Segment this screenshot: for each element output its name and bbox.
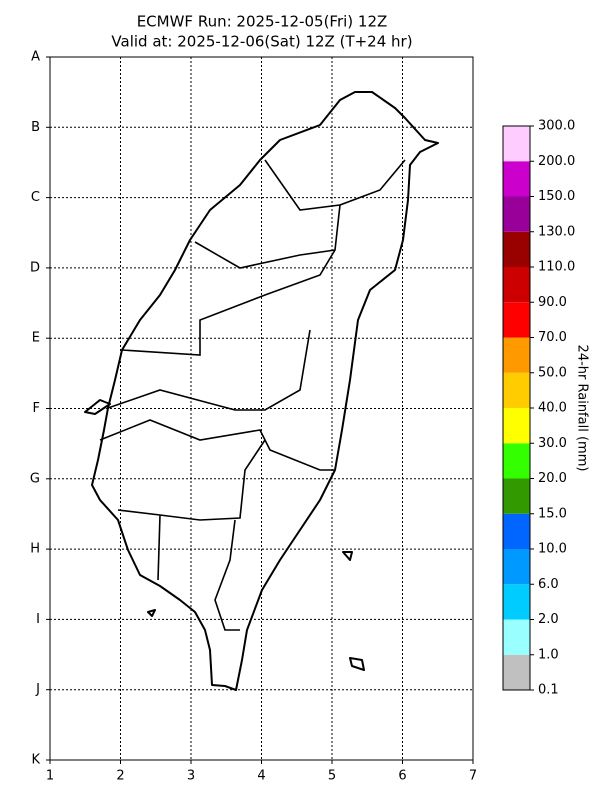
colorbar-level-label: 150.0 [538, 189, 575, 204]
y-tick-label: E [32, 331, 40, 346]
colorbar: 0.1 1.0 2.0 6.0 10.0 15.0 20.0 30.0 40.0 50.0 70.0… [502, 119, 575, 698]
colorbar-band [503, 302, 530, 338]
colorbar-level-label: 1.0 [538, 647, 559, 662]
x-tick-label: 1 [46, 769, 54, 784]
colorbar-band [503, 478, 530, 514]
taiwan-outline [91, 91, 439, 691]
colorbar-band [503, 654, 530, 690]
x-tick-label: 2 [116, 769, 124, 784]
title-line: Valid at: 2025-12-06(Sat) 12Z (T+24 hr) [111, 33, 412, 51]
county-borders [99, 159, 406, 631]
y-tick-label: A [31, 50, 40, 65]
colorbar-band [503, 267, 530, 303]
colorbar-level-label: 2.0 [538, 612, 559, 627]
colorbar-level-label: 130.0 [538, 224, 575, 239]
colorbar-level-label: 15.0 [538, 506, 567, 521]
colorbar-band [503, 584, 530, 620]
y-tick-label: K [31, 753, 40, 768]
colorbar-level-label: 200.0 [538, 154, 575, 169]
title-line: ECMWF Run: 2025-12-05(Fri) 12Z [137, 13, 388, 31]
x-tick-label: 7 [469, 769, 477, 784]
colorbar-band [503, 231, 530, 267]
colorbar-level-label: 40.0 [538, 401, 567, 416]
x-tick-label: 4 [257, 769, 265, 784]
grid: 1 2 3 4 5 6 7 A B C D E F G H I J K [30, 50, 477, 784]
y-tick-label: D [30, 260, 40, 275]
colorbar-level-label: 0.1 [538, 683, 559, 698]
colorbar-band [503, 196, 530, 232]
colorbar-level-label: 110.0 [538, 260, 575, 275]
colorbar-band [503, 408, 530, 444]
y-tick-label: C [31, 190, 40, 205]
y-tick-label: F [33, 401, 40, 416]
colorbar-band [503, 372, 530, 408]
colorbar-level-label: 30.0 [538, 436, 567, 451]
colorbar-band [503, 549, 530, 585]
colorbar-band [503, 126, 530, 162]
x-tick-label: 6 [398, 769, 406, 784]
y-tick-label: I [36, 612, 40, 627]
islands [84, 399, 365, 671]
colorbar-level-label: 90.0 [538, 295, 567, 310]
x-tick-label: 3 [187, 769, 195, 784]
colorbar-level-label: 300.0 [538, 119, 575, 134]
colorbar-band [503, 513, 530, 549]
colorbar-level-label: 20.0 [538, 471, 567, 486]
colorbar-band [503, 161, 530, 197]
colorbar-level-label: 50.0 [538, 365, 567, 380]
colorbar-band [503, 619, 530, 655]
y-tick-label: J [35, 682, 40, 697]
y-tick-label: H [30, 542, 40, 557]
colorbar-band [503, 337, 530, 373]
map-frame [49, 56, 474, 761]
x-tick-label: 5 [328, 769, 336, 784]
colorbar-level-label: 70.0 [538, 330, 567, 345]
y-tick-label: G [30, 471, 40, 486]
y-tick-label: B [31, 120, 40, 135]
colorbar-level-label: 10.0 [538, 542, 567, 557]
colorbar-level-label: 6.0 [538, 577, 559, 592]
colorbar-band [503, 443, 530, 479]
colorbar-label: 24-hr Rainfall (mm) [575, 345, 590, 472]
